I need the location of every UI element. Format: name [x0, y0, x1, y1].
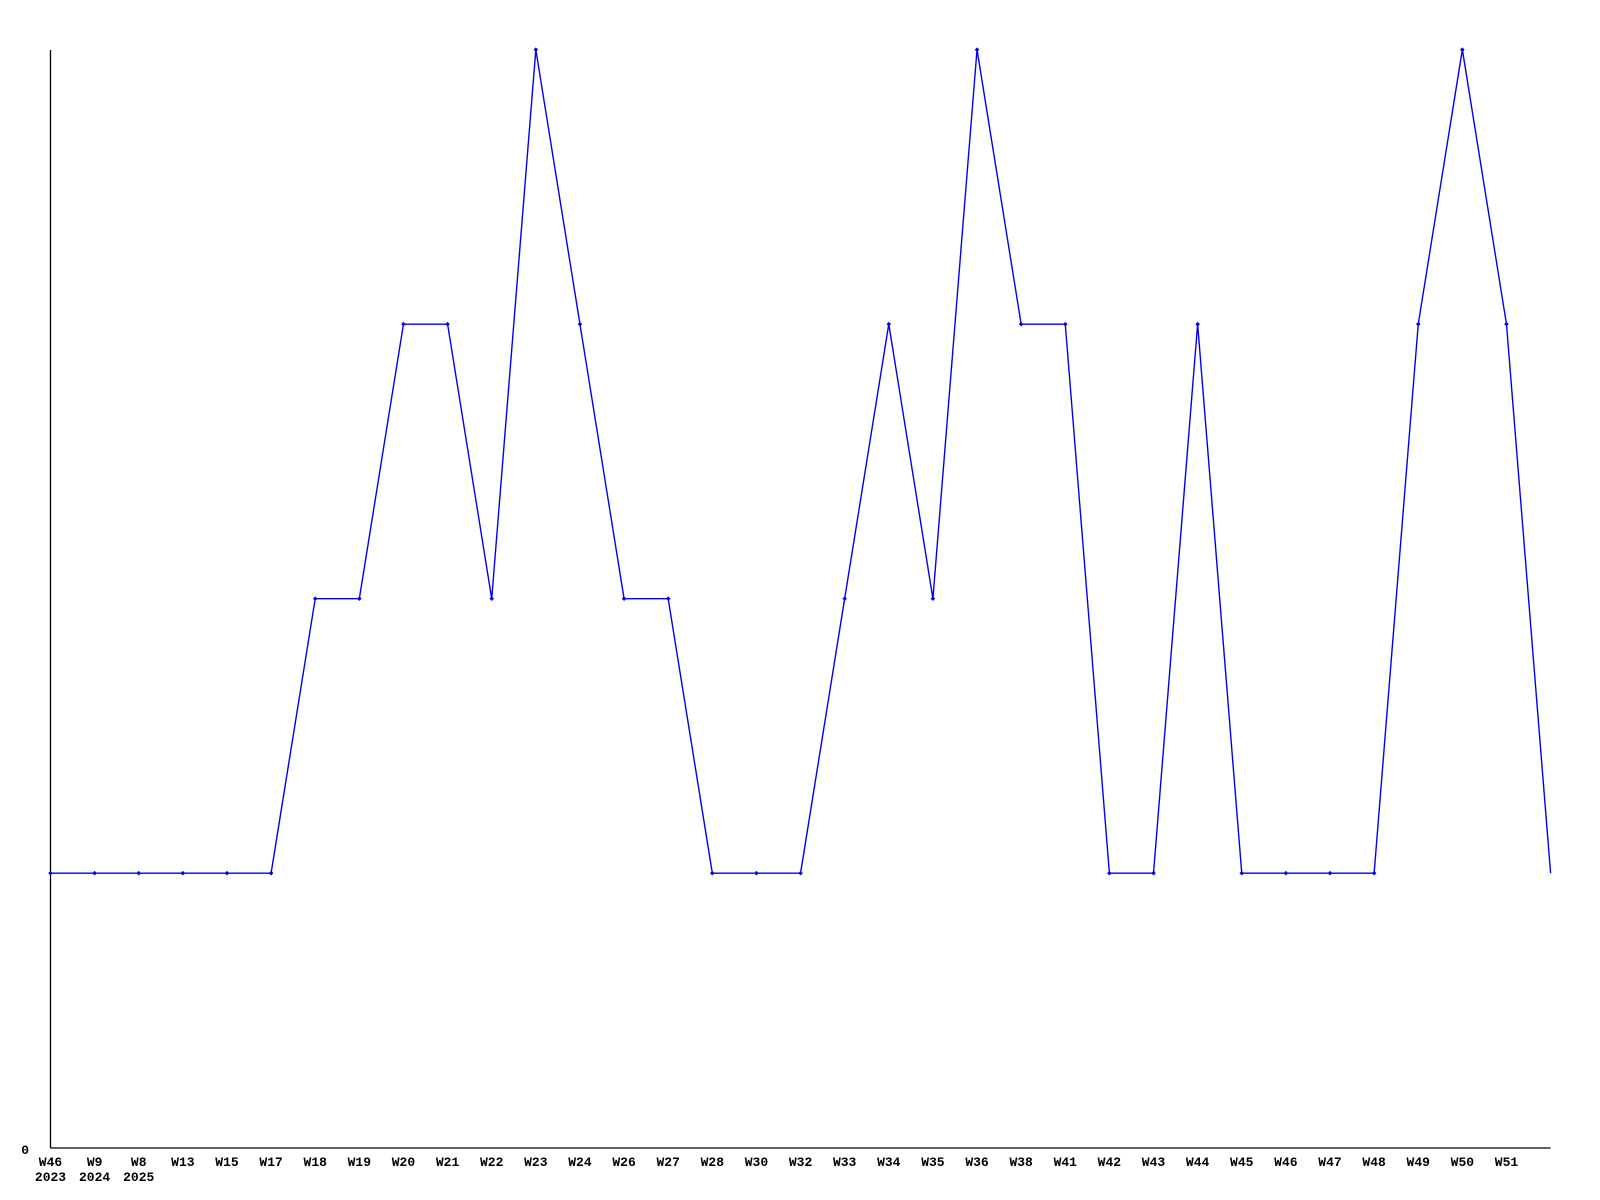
svg-text:W46: W46	[1274, 1155, 1298, 1170]
svg-text:W45: W45	[1230, 1155, 1254, 1170]
svg-text:W41: W41	[1054, 1155, 1078, 1170]
svg-text:W33: W33	[833, 1155, 857, 1170]
svg-text:W42: W42	[1098, 1155, 1122, 1170]
svg-text:W46: W46	[39, 1155, 63, 1170]
svg-text:W18: W18	[304, 1155, 328, 1170]
svg-text:W43: W43	[1142, 1155, 1166, 1170]
svg-text:W47: W47	[1318, 1155, 1341, 1170]
svg-text:W27: W27	[656, 1155, 679, 1170]
svg-text:W36: W36	[965, 1155, 989, 1170]
svg-text:W35: W35	[921, 1155, 945, 1170]
svg-text:W23: W23	[524, 1155, 548, 1170]
svg-text:W38: W38	[1009, 1155, 1033, 1170]
svg-text:0: 0	[21, 1143, 29, 1158]
svg-text:W44: W44	[1186, 1155, 1210, 1170]
svg-text:2024: 2024	[79, 1170, 110, 1185]
svg-text:W34: W34	[877, 1155, 901, 1170]
svg-text:W50: W50	[1451, 1155, 1475, 1170]
svg-text:2023: 2023	[35, 1170, 66, 1185]
svg-text:W8: W8	[131, 1155, 147, 1170]
svg-text:W24: W24	[568, 1155, 592, 1170]
svg-text:W28: W28	[701, 1155, 725, 1170]
svg-text:W19: W19	[348, 1155, 372, 1170]
svg-text:W9: W9	[87, 1155, 103, 1170]
svg-text:W49: W49	[1407, 1155, 1431, 1170]
svg-text:W48: W48	[1362, 1155, 1386, 1170]
svg-text:W22: W22	[480, 1155, 504, 1170]
svg-text:W20: W20	[392, 1155, 416, 1170]
svg-text:W13: W13	[171, 1155, 195, 1170]
svg-text:W17: W17	[259, 1155, 282, 1170]
svg-text:2025: 2025	[123, 1170, 154, 1185]
svg-text:W15: W15	[215, 1155, 239, 1170]
svg-text:W32: W32	[789, 1155, 813, 1170]
svg-text:W51: W51	[1495, 1155, 1519, 1170]
svg-text:W30: W30	[745, 1155, 769, 1170]
svg-text:W21: W21	[436, 1155, 460, 1170]
svg-text:W26: W26	[612, 1155, 636, 1170]
